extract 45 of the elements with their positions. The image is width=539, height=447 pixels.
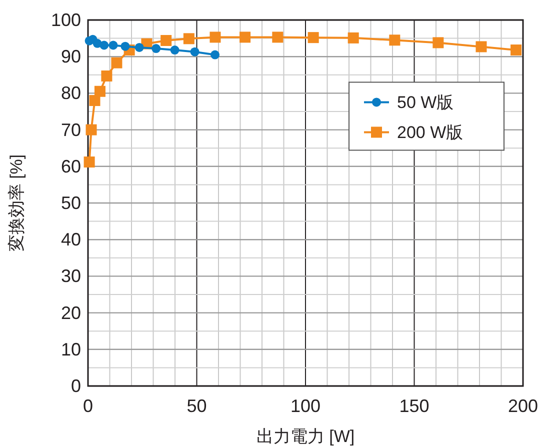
x-tick-label: 0 <box>82 396 94 416</box>
legend-label: 50 W版 <box>397 93 454 112</box>
point <box>100 40 109 50</box>
point <box>89 95 100 106</box>
x-tick-label: 50 <box>186 396 207 416</box>
point <box>240 32 251 43</box>
point <box>160 34 172 46</box>
point <box>152 44 161 54</box>
y-tick-label: 90 <box>60 46 81 67</box>
point <box>101 70 112 82</box>
point <box>389 34 400 46</box>
x-tick-label: 200 <box>508 396 538 416</box>
y-tick-label: 60 <box>60 156 81 176</box>
point <box>510 44 522 56</box>
y-tick-label: 80 <box>60 83 81 104</box>
point <box>170 46 180 55</box>
point <box>84 156 95 168</box>
point <box>108 40 118 50</box>
y-axis-title: 変換効率 [%] <box>7 154 26 252</box>
point <box>348 32 359 44</box>
y-tick-label: 100 <box>50 10 81 30</box>
point <box>476 41 487 52</box>
x-axis-title: 出力電力 [W] <box>256 427 355 446</box>
y-tick-label: 40 <box>60 230 81 250</box>
y-tick-label: 50 <box>60 193 81 213</box>
point <box>183 33 194 44</box>
point <box>120 42 130 51</box>
y-tick-label: 0 <box>70 376 81 396</box>
point <box>86 124 97 136</box>
y-tick-label: 70 <box>60 120 81 140</box>
point <box>272 32 284 43</box>
point <box>210 50 220 60</box>
point <box>308 32 319 44</box>
x-tick-label: 150 <box>399 396 430 416</box>
point <box>94 86 106 97</box>
point <box>134 42 144 52</box>
point <box>190 47 200 56</box>
y-tick-label: 30 <box>60 266 81 286</box>
point <box>210 32 221 43</box>
legend-label: 200 W版 <box>397 123 464 142</box>
y-tick-label: 20 <box>60 302 81 323</box>
point <box>432 37 444 48</box>
point <box>111 57 122 68</box>
y-tick-label: 10 <box>60 339 81 360</box>
x-tick-label: 100 <box>290 396 321 416</box>
